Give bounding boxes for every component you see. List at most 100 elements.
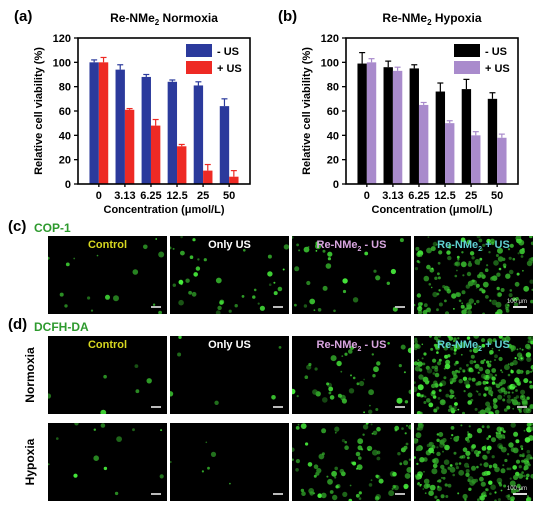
row-label-normoxia: Normoxia (23, 347, 37, 403)
scale-bar-mark (517, 406, 527, 408)
bar-plus-us (124, 109, 135, 184)
chart-title: Re-NMe2 Hypoxia (382, 11, 481, 27)
row-label-hypoxia: Hypoxia (23, 438, 37, 486)
legend-swatch (186, 61, 212, 74)
x-tick-label: 3.13 (382, 190, 403, 202)
x-tick-label: 50 (491, 190, 503, 202)
y-tick-label: 80 (59, 82, 71, 94)
panel-label-a: (a) (14, 8, 33, 25)
fluorescence-speckles (292, 342, 411, 414)
scale-bar: 100 μm (507, 486, 527, 495)
y-tick-label: 0 (65, 179, 71, 191)
legend-swatch (454, 44, 480, 57)
scale-bar: 100 μm (507, 299, 527, 308)
fluorescence-speckles (48, 238, 165, 314)
fluorescence-speckles (48, 364, 152, 414)
plot-frame (345, 37, 519, 185)
legend-label: - US (485, 46, 507, 58)
bar-plus-us (497, 137, 507, 184)
x-tick-label: 0 (364, 190, 370, 202)
y-tick-label: 100 (321, 57, 339, 69)
scale-bar-mark (151, 493, 161, 495)
condition-label: Only US (208, 239, 251, 251)
bar-minus-us (167, 81, 178, 184)
scale-bar-mark (273, 306, 283, 308)
condition-label: Re-NMe2 - US (316, 239, 387, 254)
condition-label: Control (87, 239, 128, 251)
condition-label: Re-NMe2 + US (437, 339, 510, 354)
y-tick-label: 20 (59, 155, 71, 167)
bar-minus-us (461, 89, 472, 184)
condition-label: Re-NMe2 - US (316, 339, 387, 354)
stain-label-c: COP-1 (34, 221, 71, 235)
micrograph-image: Re-NMe2 + US (414, 336, 533, 414)
condition-label: Re-NMe2 + US (437, 239, 510, 254)
x-tick-label: 6.25 (408, 190, 429, 202)
bar-plus-us (229, 176, 239, 184)
panel-label-b: (b) (278, 8, 298, 25)
bar-plus-us (418, 104, 429, 184)
bar-plus-us (98, 62, 109, 185)
x-axis-label: Concentration (μmol/L) (104, 204, 225, 216)
scale-bar-mark (395, 406, 405, 408)
bar-plus-us (150, 125, 161, 184)
scale-bar-mark (151, 306, 161, 308)
bar-minus-us (435, 91, 446, 184)
x-tick-label: 12.5 (166, 190, 187, 202)
micrograph-image: Re-NMe2 - US (292, 236, 411, 314)
bar-minus-us (219, 106, 230, 184)
legend-label: - US (217, 46, 239, 58)
y-axis-label: Relative cell viability (%) (33, 47, 45, 175)
scale-bar-mark (395, 493, 405, 495)
fluorescence-speckles (170, 441, 231, 485)
x-tick-label: 25 (197, 190, 209, 202)
fluorescence-speckles (414, 336, 533, 414)
bar-plus-us (366, 62, 377, 185)
x-tick-label: 6.25 (140, 190, 161, 202)
x-tick-label: 50 (223, 190, 235, 202)
scale-bar-mark (273, 493, 283, 495)
bar-minus-us (357, 63, 367, 184)
x-tick-label: 0 (96, 190, 102, 202)
bar-minus-us (89, 62, 99, 185)
x-tick-label: 25 (465, 190, 477, 202)
scale-bar-mark (395, 306, 405, 308)
legend-label: + US (217, 63, 242, 75)
bar-plus-us (392, 70, 403, 184)
y-tick-label: 20 (327, 155, 339, 167)
panel-label-c: (c) (8, 218, 27, 235)
bar-plus-us (471, 135, 481, 184)
bar-minus-us (115, 69, 125, 184)
bar-plus-us (177, 146, 187, 184)
scale-bar-mark (273, 406, 283, 408)
micrograph-image: 100 μm (414, 423, 533, 501)
fluorescence-speckles (292, 423, 411, 501)
y-tick-label: 40 (327, 130, 339, 142)
legend-swatch (186, 44, 212, 57)
stain-label-d: DCFH-DA (34, 320, 89, 334)
panel-label-d: (d) (8, 316, 28, 333)
fluorescence-speckles (170, 236, 289, 314)
micrograph-image: Only US (170, 236, 289, 314)
bar-minus-us (487, 98, 498, 184)
condition-label: Control (87, 339, 128, 351)
bar-minus-us (141, 76, 151, 184)
bar-minus-us (409, 68, 419, 184)
y-tick-label: 120 (321, 33, 339, 45)
fluorescence-speckles (414, 423, 533, 501)
fluorescence-speckles (414, 236, 533, 314)
fluorescence-speckles (170, 336, 282, 405)
legend-swatch (454, 61, 480, 74)
bar-plus-us (445, 123, 455, 184)
micrograph-image (170, 423, 289, 501)
scale-bar-mark (151, 406, 161, 408)
x-tick-label: 12.5 (434, 190, 455, 202)
y-tick-label: 120 (53, 33, 71, 45)
legend-label: + US (485, 63, 510, 75)
bar-plus-us (203, 170, 213, 184)
y-tick-label: 60 (59, 106, 71, 118)
y-axis-label: Relative cell viability (%) (301, 47, 313, 175)
micrograph-image: Re-NMe2 - US (292, 336, 411, 414)
plot-frame (77, 37, 251, 185)
micrograph-image (48, 423, 167, 501)
